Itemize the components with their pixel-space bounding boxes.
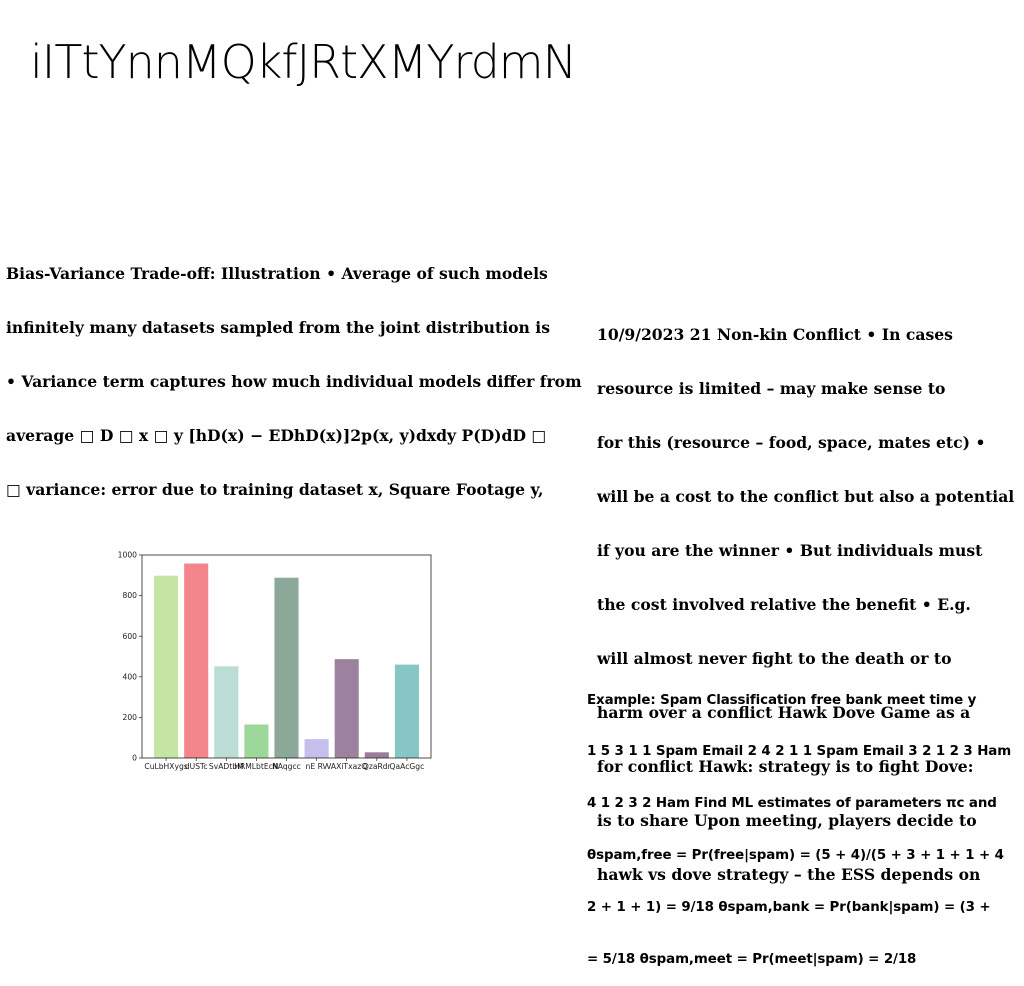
text-line: θspam,free = Pr(free|spam) = (5 + 4)/(5 …	[587, 848, 1004, 864]
bar	[274, 577, 299, 758]
text-line: if you are the winner • But individuals …	[597, 541, 983, 560]
bar	[304, 739, 329, 758]
x-tick-label: CuLbHXygs	[144, 762, 187, 771]
spam-classification-text-block: Example: Spam Classification free bank m…	[587, 657, 1011, 986]
text-line: Bias-Variance Trade-off: Illustration • …	[6, 264, 548, 283]
text-line: infinitely many datasets sampled from th…	[6, 318, 550, 337]
bar	[244, 724, 269, 758]
text-line: resource is limited – may make sense to	[597, 379, 946, 398]
x-tick-label: QzaRdr	[363, 762, 392, 771]
y-tick-label: 400	[123, 672, 138, 681]
y-tick-label: 800	[123, 591, 138, 600]
x-tick-label: QaAcGgc	[390, 762, 425, 771]
text-line: for conflict Hawk: strategy is to fight …	[597, 757, 974, 776]
y-tick-label: 1000	[118, 551, 137, 560]
text-line: will be a cost to the conflict but also …	[597, 487, 1015, 506]
x-tick-label: dUSTc	[185, 762, 208, 771]
y-tick-label: 600	[123, 632, 138, 641]
bar	[364, 752, 389, 758]
text-line: = 5/18 θspam,meet = Pr(meet|spam) = 2/18	[587, 952, 917, 968]
x-tick-label: VAXiTxazQ	[326, 762, 367, 771]
text-line: the cost involved relative the benefit •…	[597, 595, 971, 614]
x-tick-label: SvADtbM	[209, 762, 244, 771]
text-line: 1 5 3 1 1 Spam Email 2 4 2 1 1 Spam Emai…	[587, 744, 1012, 760]
bar	[214, 666, 239, 758]
text-line: Example: Spam Classification free bank m…	[587, 692, 977, 708]
x-tick-label: NAqgcc	[272, 762, 301, 771]
bar	[394, 664, 419, 758]
bar	[184, 563, 209, 758]
y-axis: 0 200 400 600 800 1000	[118, 551, 142, 763]
y-tick-label: 0	[132, 754, 137, 763]
bias-variance-text-block: Bias-Variance Trade-off: Illustration • …	[6, 229, 582, 517]
text-line: 10/9/2023 21 Non-kin Conflict • In cases	[597, 325, 953, 344]
text-line: average □ D □ x □ y [hD(x) − EDhD(x)]2p(…	[6, 426, 547, 445]
text-line: □ variance: error due to training datase…	[6, 480, 544, 499]
bar	[154, 575, 179, 758]
text-line: for this (resource – food, space, mates …	[597, 433, 986, 452]
x-tick-label: nE RV	[306, 762, 329, 771]
bar	[334, 659, 359, 758]
text-line: will almost never fight to the death or …	[597, 649, 952, 668]
page-title: iITtYnnMQkfJRtXMYrdmN	[30, 35, 577, 89]
text-line: 2 + 1 + 1) = 9/18 θspam,bank = Pr(bank|s…	[587, 900, 991, 916]
text-line: 4 1 2 3 2 Ham Find ML estimates of param…	[587, 796, 997, 812]
x-tick-label: HRMLbtEcN	[234, 762, 278, 771]
chart-bars	[154, 563, 419, 758]
text-line: harm over a conflict Hawk Dove Game as a	[597, 703, 971, 722]
plot-frame	[141, 554, 432, 759]
text-line: • Variance term captures how much indivi…	[6, 372, 582, 391]
y-tick-label: 200	[123, 713, 138, 722]
